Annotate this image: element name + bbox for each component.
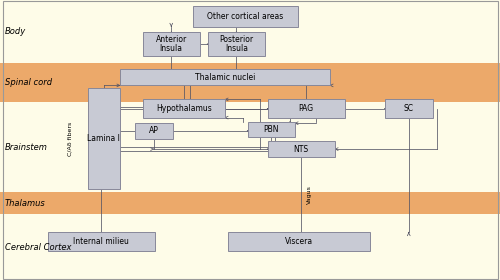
FancyBboxPatch shape [142, 32, 200, 56]
Text: Anterior
Insula: Anterior Insula [156, 35, 187, 53]
Bar [0, 102, 500, 192]
Bar [0, 214, 500, 280]
Text: Cerebral Cortex: Cerebral Cortex [5, 242, 71, 252]
FancyBboxPatch shape [228, 232, 370, 251]
Text: AP: AP [149, 126, 158, 136]
FancyBboxPatch shape [48, 232, 155, 251]
FancyBboxPatch shape [120, 69, 330, 85]
Text: C/Aδ fibers: C/Aδ fibers [68, 122, 72, 156]
Text: Other cortical areas: Other cortical areas [207, 11, 283, 21]
Text: Posterior
Insula: Posterior Insula [219, 35, 254, 53]
Text: NTS: NTS [294, 144, 309, 154]
FancyBboxPatch shape [248, 122, 295, 137]
Text: Lamina I: Lamina I [88, 134, 120, 143]
Text: SC: SC [404, 104, 414, 113]
Text: Body: Body [5, 27, 26, 36]
Text: Thalamus: Thalamus [5, 199, 46, 207]
FancyBboxPatch shape [88, 88, 120, 189]
FancyBboxPatch shape [268, 141, 335, 157]
FancyBboxPatch shape [385, 99, 432, 118]
Text: PAG: PAG [298, 104, 314, 113]
Text: Vagus: Vagus [307, 185, 312, 204]
Text: Spinal cord: Spinal cord [5, 78, 52, 87]
Bar [0, 63, 500, 102]
Text: Hypothalamus: Hypothalamus [156, 104, 212, 113]
Text: Thalamic nuclei: Thalamic nuclei [195, 73, 255, 81]
FancyBboxPatch shape [268, 99, 345, 118]
Text: Viscera: Viscera [284, 237, 313, 246]
FancyBboxPatch shape [192, 6, 298, 27]
Bar [0, 0, 500, 63]
FancyBboxPatch shape [135, 123, 172, 139]
FancyBboxPatch shape [208, 32, 265, 56]
Bar [0, 192, 500, 214]
FancyBboxPatch shape [142, 99, 225, 118]
Text: Internal milieu: Internal milieu [74, 237, 129, 246]
Text: PBN: PBN [264, 125, 279, 134]
Text: Brainstem: Brainstem [5, 143, 48, 151]
